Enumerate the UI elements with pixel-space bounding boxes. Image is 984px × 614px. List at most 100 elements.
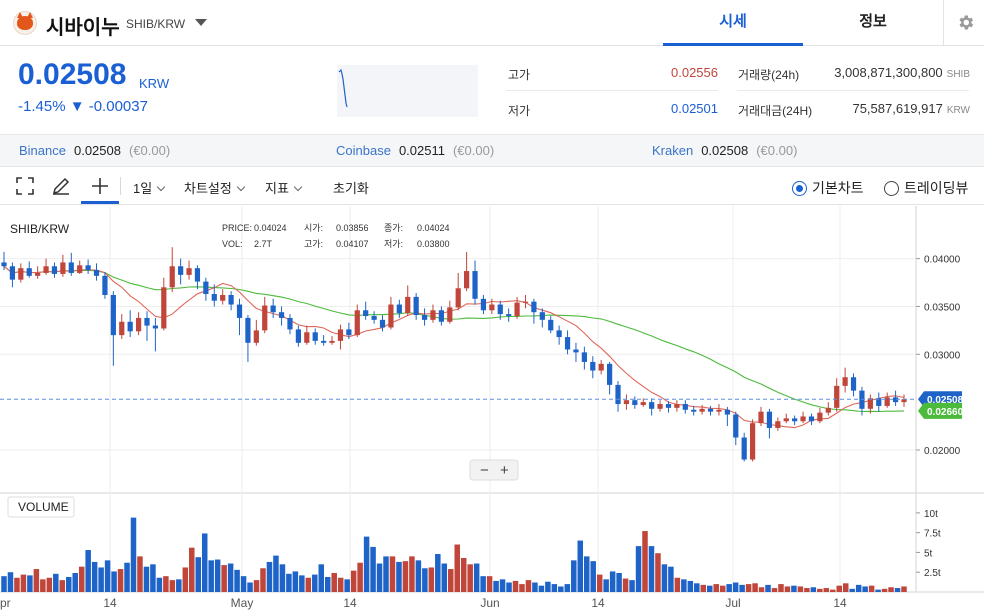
candle-body <box>9 266 16 280</box>
volume-bar <box>609 571 616 592</box>
candle-body <box>43 266 49 273</box>
tab-info[interactable]: 정보 <box>859 13 887 30</box>
candle-body <box>337 329 344 341</box>
volume-bar <box>448 569 454 592</box>
candle-body <box>724 409 730 415</box>
volume-bar <box>363 536 370 592</box>
volume-bar <box>65 576 72 592</box>
volume-bar <box>797 586 804 592</box>
reset-button[interactable]: 초기화 <box>333 181 369 196</box>
fullscreen-icon[interactable] <box>15 176 35 196</box>
candle-body <box>371 316 377 320</box>
volume-bar <box>195 557 201 592</box>
interval-select[interactable]: 1일 <box>133 178 166 197</box>
volume-bar <box>765 584 771 592</box>
exchange-name: Binance <box>19 143 66 158</box>
volume-bar <box>758 587 765 592</box>
candle-body <box>26 268 32 276</box>
ma-long-line <box>3 265 905 413</box>
gear-icon[interactable] <box>956 13 975 32</box>
volume-bar <box>124 562 130 592</box>
radio-basic-chart[interactable]: 기본차트 <box>792 178 864 198</box>
volume-bar <box>20 574 27 592</box>
volume-bar <box>849 588 855 592</box>
volume-bar <box>473 563 480 592</box>
volume-bar <box>46 577 53 592</box>
volume-bar <box>318 564 325 592</box>
volume-tick-label: 7.5t <box>924 529 941 540</box>
candle-body <box>522 301 529 303</box>
volume-bar <box>240 576 247 592</box>
low-value: 0.02501 <box>671 101 718 116</box>
crosshair-icon[interactable] <box>90 176 110 196</box>
candle-body <box>152 325 159 329</box>
volume-bar <box>855 584 862 592</box>
current-price: 0.02508 <box>18 58 127 91</box>
pencil-draw-icon[interactable] <box>51 176 71 196</box>
chart-settings-menu[interactable]: 차트설정 <box>184 178 246 197</box>
legend-value: 0.04024 <box>417 223 450 233</box>
volume-bar <box>234 569 240 592</box>
y-tick-label: 0.04000 <box>924 255 961 266</box>
candle-body <box>825 407 831 413</box>
candle-body <box>590 361 596 371</box>
volume-label: 거래량(24h) <box>738 68 800 82</box>
candle-body <box>102 275 108 295</box>
volume-bar <box>324 576 331 592</box>
candle-body <box>93 270 100 276</box>
candle-body <box>405 296 411 314</box>
indicators-menu[interactable]: 지표 <box>265 178 303 197</box>
volume-bar <box>784 586 791 592</box>
volume-bar <box>512 580 519 592</box>
volume-bar <box>72 573 78 592</box>
volume-bar <box>881 588 888 592</box>
chevron-down-icon <box>236 182 246 192</box>
exchange-name: Kraken <box>652 143 694 158</box>
volume-bar <box>376 563 383 592</box>
candle-body <box>623 400 630 405</box>
candle-body <box>657 404 663 409</box>
volume-bar <box>823 588 830 592</box>
candle-body <box>18 268 24 280</box>
candle-body <box>489 304 495 311</box>
volume-tick-label: 5t <box>924 548 933 559</box>
legend-label: PRICE: <box>222 223 252 233</box>
coin-name[interactable]: 시바이누 <box>46 17 120 39</box>
x-tick-label: Jul <box>725 596 740 610</box>
exchange-kraken[interactable]: Kraken 0.02508 (€0.00) <box>652 143 797 158</box>
volume-bar <box>622 578 629 592</box>
volume-bar <box>830 589 836 592</box>
volume-bar <box>299 575 305 592</box>
candle-body <box>716 409 722 412</box>
volume-bar <box>247 582 253 592</box>
exchange-price: 0.02508 <box>701 143 749 158</box>
candle-body <box>531 301 537 313</box>
exchange-binance[interactable]: Binance 0.02508 (€0.00) <box>19 143 170 158</box>
price-chart-area[interactable]: pr 14 May 14 Jun 14 Jul 14 0.04000 0.03500 0.03000… <box>0 206 984 614</box>
volume-bar <box>104 560 111 592</box>
volume-bar <box>305 577 312 592</box>
coin-dropdown-chevron-icon[interactable] <box>195 19 207 26</box>
volume-bar <box>545 581 551 592</box>
stat-divider <box>737 90 969 91</box>
volume-bar <box>214 559 221 592</box>
candlestick-chart[interactable]: pr 14 May 14 Jun 14 Jul 14 0.04000 0.03500 0.03000… <box>0 206 984 614</box>
volume-bar <box>253 580 260 592</box>
change-percent: -1.45% <box>18 98 66 115</box>
exchange-price: 0.02511 <box>398 143 445 158</box>
exchange-coinbase[interactable]: Coinbase 0.02511 (€0.00) <box>336 143 494 158</box>
candle-body <box>178 266 184 275</box>
radio-tradingview[interactable]: 트레이딩뷰 <box>884 178 968 198</box>
volume-bar <box>415 560 422 592</box>
coin-pair[interactable]: SHIB/KRW <box>126 17 186 31</box>
volume-bar <box>732 582 739 592</box>
candle-body <box>842 377 848 386</box>
candle-body <box>556 330 562 338</box>
tab-price[interactable]: 시세 <box>663 0 803 46</box>
volume-bar <box>817 588 823 592</box>
candle-body <box>607 363 613 385</box>
candle-body <box>884 397 890 406</box>
exchange-premium: (€0.00) <box>756 143 798 158</box>
volume-tick-label: 2.5t <box>924 568 941 579</box>
mini-sparkline <box>337 65 478 117</box>
